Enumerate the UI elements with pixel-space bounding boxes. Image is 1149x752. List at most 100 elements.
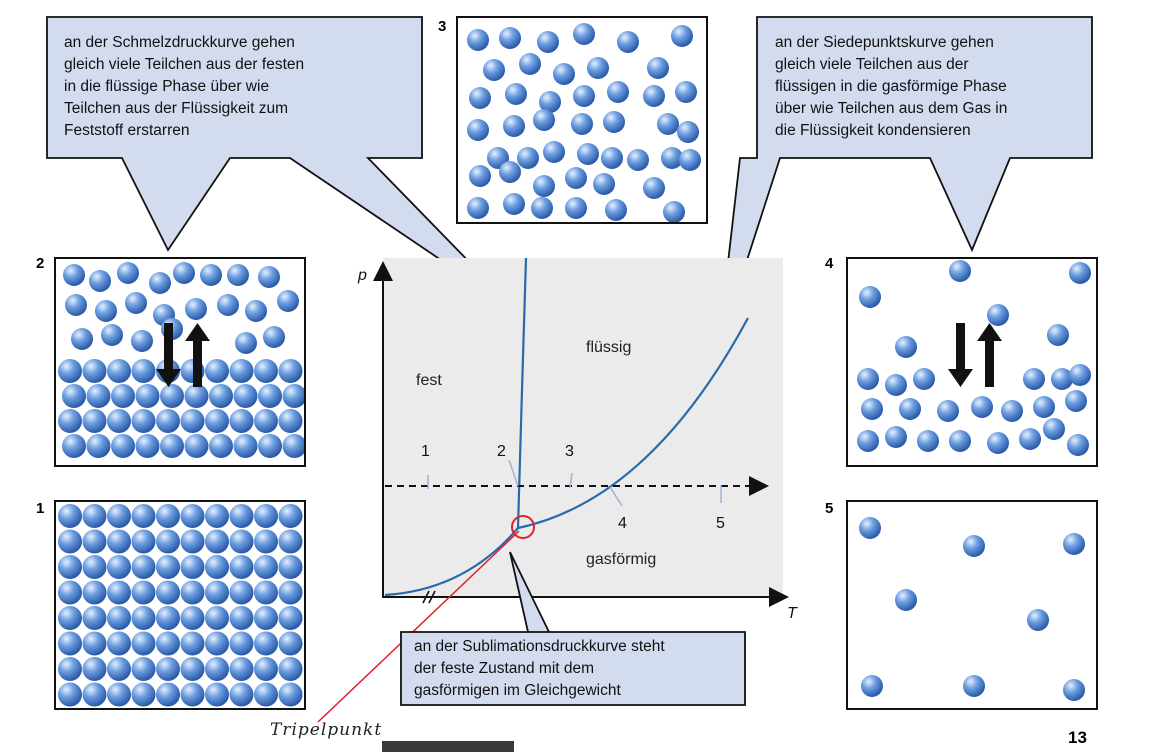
particle [82, 359, 107, 383]
particle [160, 434, 184, 458]
panel-5-particles [859, 517, 1085, 701]
particle [254, 682, 278, 707]
particle [89, 270, 111, 292]
particle [205, 409, 229, 433]
particle [254, 359, 278, 383]
particle [278, 529, 303, 554]
panel-4-boiling-box [846, 257, 1098, 467]
panel-2-label: 2 [36, 255, 45, 272]
particle [101, 324, 123, 346]
particle [180, 631, 205, 656]
particle [537, 31, 559, 53]
particle [282, 384, 307, 408]
particle [107, 657, 131, 681]
particle [254, 409, 278, 433]
panel-3-label: 3 [438, 18, 447, 35]
panel-4-label: 4 [825, 255, 834, 272]
particle [200, 264, 222, 286]
particle [156, 580, 180, 605]
particle [180, 657, 205, 681]
particle [209, 384, 233, 408]
particle [235, 332, 257, 354]
particle [1043, 418, 1065, 440]
particle [593, 173, 615, 195]
particle [1067, 434, 1089, 456]
particle [111, 434, 135, 458]
particle [156, 529, 180, 554]
boiling-callout-line: an der Siedepunktskurve gehen [775, 34, 994, 51]
particle [573, 85, 595, 107]
particle [917, 430, 939, 452]
particle [71, 328, 93, 350]
mark-4-tick [609, 486, 623, 507]
boiling-callout-line: gleich viele Teilchen aus der [775, 56, 969, 73]
particle [258, 266, 280, 288]
particle [117, 262, 139, 284]
pressure-axis-label: p [357, 267, 367, 284]
particle [254, 657, 278, 681]
particle [278, 409, 303, 433]
particle [82, 504, 107, 528]
particle [185, 298, 207, 320]
particle [184, 434, 209, 458]
particle [82, 631, 107, 656]
particle [277, 290, 299, 312]
panel-1-label: 1 [36, 500, 45, 517]
particle [131, 657, 156, 681]
page-number: 13 [1068, 728, 1087, 747]
sublimation-callout-line: an der Sublimationsdruckkurve steht [414, 638, 665, 655]
melting-callout-line: an der Schmelzdruckkurve gehen [64, 34, 295, 51]
particle [107, 359, 131, 383]
particle [131, 504, 156, 528]
particle [467, 197, 489, 219]
axis-break-icon [422, 590, 436, 604]
particle [987, 304, 1009, 326]
particle [58, 409, 82, 433]
sublimation-callout-line: gasförmigen im Gleichgewicht [414, 682, 621, 699]
particle [58, 631, 82, 656]
particle [263, 326, 285, 348]
equilibrium-arrows-icon [948, 323, 1002, 387]
particle [205, 606, 229, 630]
boiling-callout-line: die Flüssigkeit kondensieren [775, 122, 971, 139]
particle [205, 359, 229, 383]
particle [205, 682, 229, 707]
particle [963, 675, 985, 697]
particle [229, 682, 254, 707]
panel-1-particles [58, 504, 303, 707]
particle [205, 529, 229, 554]
particle [258, 434, 282, 458]
particle [505, 83, 527, 105]
panel-5-label: 5 [825, 500, 834, 517]
particle [62, 384, 86, 408]
particle [180, 580, 205, 605]
particle [156, 657, 180, 681]
particle [107, 529, 131, 554]
particle [82, 409, 107, 433]
particle [601, 147, 623, 169]
melting-callout-line: gleich viele Teilchen aus der festen [64, 56, 305, 73]
particle [107, 504, 131, 528]
particle [949, 260, 971, 282]
particle [180, 504, 205, 528]
mark-5-label: 5 [716, 515, 725, 532]
particle [205, 657, 229, 681]
particle [58, 606, 82, 630]
particle [82, 606, 107, 630]
boiling-curve-callout-bubble [717, 16, 1093, 351]
triple-point-handwritten-label: Tripelpunkt [270, 720, 383, 740]
particle [58, 555, 82, 579]
particle [131, 606, 156, 630]
particle [86, 384, 111, 408]
panel-4-particles [857, 260, 1091, 456]
particle [1069, 262, 1091, 284]
particle [1047, 324, 1069, 346]
particle [156, 682, 180, 707]
particle [180, 529, 205, 554]
particle [533, 109, 555, 131]
particle [895, 336, 917, 358]
particle [278, 580, 303, 605]
particle [233, 384, 258, 408]
particle [229, 504, 254, 528]
